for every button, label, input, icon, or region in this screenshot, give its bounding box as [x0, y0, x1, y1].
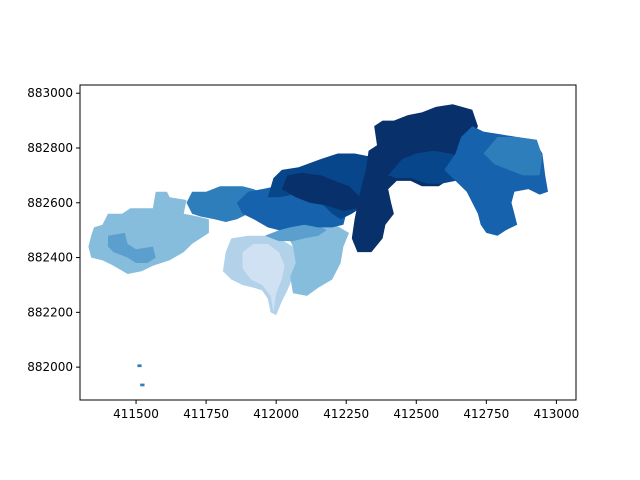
y-tick-label: 882200	[27, 305, 73, 319]
x-tick-label: 412250	[323, 407, 369, 421]
map-region-far-east-light-upper	[483, 137, 543, 176]
x-tick-label: 412000	[253, 407, 299, 421]
map-region-south-lightest-core	[242, 243, 285, 313]
x-tick-label: 412500	[393, 407, 439, 421]
y-tick-label: 883000	[27, 86, 73, 100]
map-region-south-east-light	[287, 224, 349, 296]
y-axis: 882000 882200 882400 882600 882800 883000	[27, 86, 80, 374]
x-tick-label: 411500	[113, 407, 159, 421]
map-region-outlier-dot-lower	[140, 383, 145, 387]
map-regions	[88, 104, 548, 387]
map-region-east-main-dark	[388, 150, 467, 184]
x-tick-label: 412750	[463, 407, 509, 421]
y-tick-label: 882800	[27, 141, 73, 155]
x-axis: 411500 411750 412000 412250 412500 412750 4130…	[113, 400, 579, 421]
x-tick-label: 411750	[183, 407, 229, 421]
x-tick-label: 413000	[533, 407, 579, 421]
y-tick-label: 882600	[27, 196, 73, 210]
map-region-north-core-darkest	[281, 172, 361, 211]
map-region-west-mid-light-patch	[108, 232, 156, 263]
y-tick-label: 882000	[27, 360, 73, 374]
map-region-central-mid-light	[264, 222, 327, 242]
y-tick-label: 882400	[27, 251, 73, 265]
map-region-outlier-dot-upper	[137, 364, 142, 368]
axes-frame	[79, 84, 577, 401]
